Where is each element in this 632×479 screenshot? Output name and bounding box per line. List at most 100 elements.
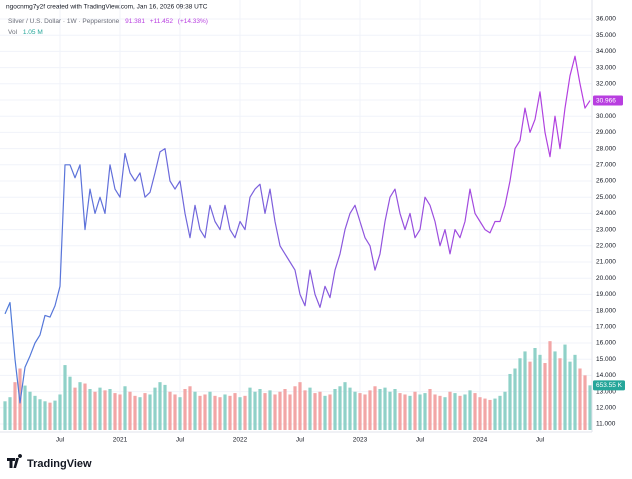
volume-bar <box>28 391 32 430</box>
volume-bar <box>98 387 102 430</box>
volume-bar <box>283 389 287 430</box>
volume-bar <box>513 368 517 430</box>
volume-pane <box>3 341 592 430</box>
volume-bar <box>423 393 427 430</box>
volume-bar <box>468 390 472 430</box>
logo: TradingView <box>7 454 92 470</box>
volume-bar <box>563 344 567 430</box>
y-tick-label: 32.000 <box>596 81 616 88</box>
y-tick-label: 33.000 <box>596 64 616 71</box>
volume-bar <box>438 395 442 430</box>
volume-bar <box>353 391 357 430</box>
y-tick-label: 34.000 <box>596 48 616 55</box>
logo-icon <box>7 454 23 468</box>
x-tick-label: 2021 <box>113 437 128 444</box>
volume-bar <box>483 398 487 430</box>
volume-bar <box>238 397 242 430</box>
symbol: Silver / U.S. Dollar · 1W · Pepperstone <box>8 18 120 25</box>
y-tick-label: 20.000 <box>596 275 616 282</box>
volume-bar <box>348 387 352 430</box>
volume-bar <box>58 394 62 430</box>
volume-bar <box>263 393 267 430</box>
volume-bar <box>113 393 117 430</box>
volume-bar <box>93 391 97 430</box>
y-tick-label: 15.000 <box>596 356 616 363</box>
volume-bar <box>493 398 497 430</box>
volume-bar <box>433 394 437 430</box>
volume-bar <box>553 351 557 430</box>
volume-bar <box>488 399 492 430</box>
volume-bar <box>368 390 372 430</box>
volume-bar <box>458 395 462 430</box>
price-pane <box>4 55 591 404</box>
volume-bar <box>273 394 277 430</box>
grid <box>0 0 592 432</box>
volume-bar <box>498 395 502 430</box>
brand: TradingView <box>27 458 92 470</box>
price: 91.381 <box>125 18 145 25</box>
volume-bar <box>288 394 292 430</box>
volume-bar <box>308 387 312 430</box>
volume-bar <box>403 394 407 430</box>
volume-bar <box>133 395 137 430</box>
volume-bar <box>193 391 197 430</box>
y-tick-label: 27.000 <box>596 162 616 169</box>
volume-bar <box>158 382 162 430</box>
volume-bar <box>183 389 187 430</box>
volume-bar <box>203 394 207 430</box>
vol-name: Vol <box>8 29 18 36</box>
volume-bar <box>223 394 227 430</box>
volume-bar <box>363 394 367 430</box>
y-tick-label: 36.000 <box>596 16 616 23</box>
volume-bar <box>528 361 532 430</box>
x-tick-label: Jul <box>176 437 185 444</box>
volume-bar <box>218 397 222 430</box>
volume-bar <box>463 394 467 430</box>
volume-bar <box>358 393 362 430</box>
volume-bar <box>393 389 397 430</box>
volume-bar <box>143 393 147 430</box>
volume-bar <box>383 387 387 430</box>
volume-bar <box>208 391 212 430</box>
y-tick-label: 26.000 <box>596 178 616 185</box>
volume-bar <box>413 391 417 430</box>
y-tick-label: 24.000 <box>596 210 616 217</box>
volume-bar <box>333 389 337 430</box>
volume-bar <box>408 395 412 430</box>
volume-bar <box>43 401 47 430</box>
volume-bar <box>83 383 87 430</box>
y-tick-label: 16.000 <box>596 340 616 347</box>
x-tick-label: Jul <box>296 437 305 444</box>
volume-bar <box>573 354 577 430</box>
volume-bar <box>428 389 432 430</box>
volume-bar <box>443 397 447 430</box>
volume-bar <box>213 395 217 430</box>
volume-bar <box>588 385 592 430</box>
y-tick-label: 23.000 <box>596 226 616 233</box>
volume-bar <box>298 382 302 430</box>
volume-bar <box>8 397 12 430</box>
volume-bar <box>228 395 232 430</box>
volume-bar <box>138 397 142 430</box>
y-tick-label: 18.000 <box>596 307 616 314</box>
price-line <box>4 55 591 404</box>
volume-bar <box>73 387 77 430</box>
y-tick-label: 12.000 <box>596 405 616 412</box>
volume-bar <box>523 351 527 430</box>
x-tick-label: Jul <box>536 437 545 444</box>
y-tick-label: 22.000 <box>596 243 616 250</box>
volume-bar <box>338 386 342 430</box>
y-tick-label: 21.000 <box>596 259 616 266</box>
volume-bar <box>243 395 247 430</box>
price-badge-label: 30.966 <box>596 97 616 104</box>
volume-bar <box>343 382 347 430</box>
volume-bar <box>543 363 547 430</box>
volume-bar <box>388 391 392 430</box>
x-tick-label: Jul <box>56 437 65 444</box>
volume-bar <box>328 394 332 430</box>
volume-bar <box>63 365 67 430</box>
legend-row: Silver / U.S. Dollar · 1W · Pepperstone … <box>8 18 208 25</box>
change-pct: (+14.33%) <box>178 18 208 25</box>
volume-bar <box>508 373 512 430</box>
volume-bar <box>48 402 52 430</box>
